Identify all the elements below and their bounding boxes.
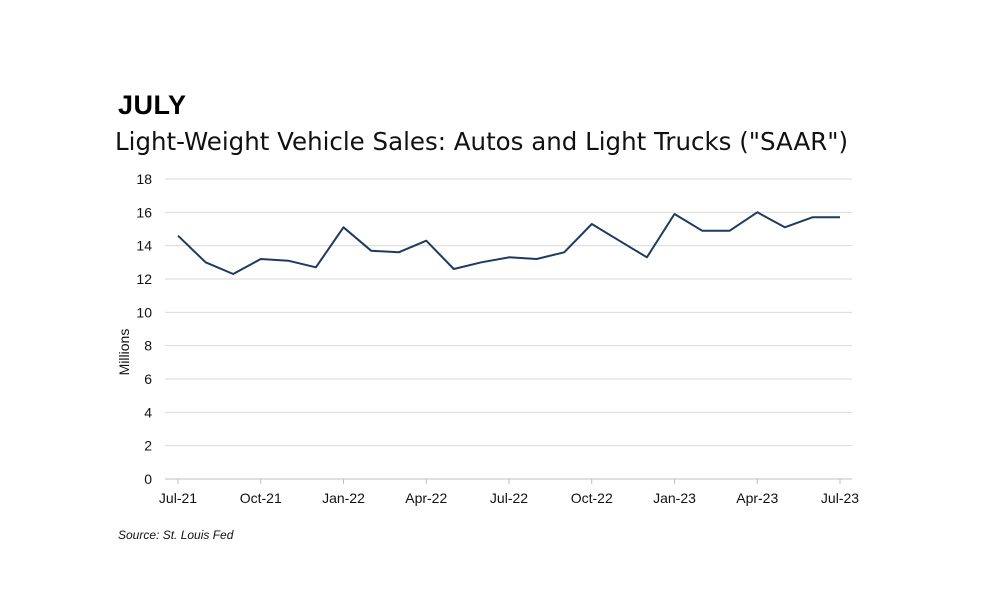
gridlines xyxy=(165,178,852,447)
y-tick-label: 0 xyxy=(144,471,152,487)
y-tick-label: 6 xyxy=(144,371,152,387)
y-axis-label: Millions xyxy=(116,329,132,376)
series-line xyxy=(177,211,840,275)
series-group xyxy=(177,211,841,275)
y-tick-label: 4 xyxy=(144,404,152,420)
x-tick-label: Jan-22 xyxy=(322,490,365,506)
x-tick-label: Apr-22 xyxy=(405,490,447,506)
x-tick-label: Oct-21 xyxy=(240,490,282,506)
y-tick-label: 14 xyxy=(136,238,152,254)
y-axis-ticks: 0 2 4 6 8 10 12 14 16 18 xyxy=(136,171,152,487)
x-tick-label: Jul-22 xyxy=(490,490,528,506)
x-tick-label: Jan-23 xyxy=(653,490,696,506)
y-tick-label: 2 xyxy=(144,438,152,454)
header-month: JULY xyxy=(118,90,187,120)
x-tick-label: Jul-21 xyxy=(159,490,197,506)
x-tick-label: Jul-23 xyxy=(821,490,859,506)
y-tick-label: 18 xyxy=(136,171,152,187)
y-tick-label: 16 xyxy=(136,204,152,220)
chart-title: Light-Weight Vehicle Sales: Autos and Li… xyxy=(115,127,849,156)
x-tick-label: Oct-22 xyxy=(571,490,613,506)
source-note: Source: St. Louis Fed xyxy=(118,528,234,542)
x-axis-ticks: Jul-21 Oct-21 Jan-22 Apr-22 Jul-22 Oct-22 Jan-… xyxy=(159,479,859,506)
y-tick-label: 10 xyxy=(136,304,152,320)
y-tick-label: 12 xyxy=(136,271,152,287)
y-tick-label: 8 xyxy=(144,338,152,354)
x-tick-label: Apr-23 xyxy=(736,490,778,506)
